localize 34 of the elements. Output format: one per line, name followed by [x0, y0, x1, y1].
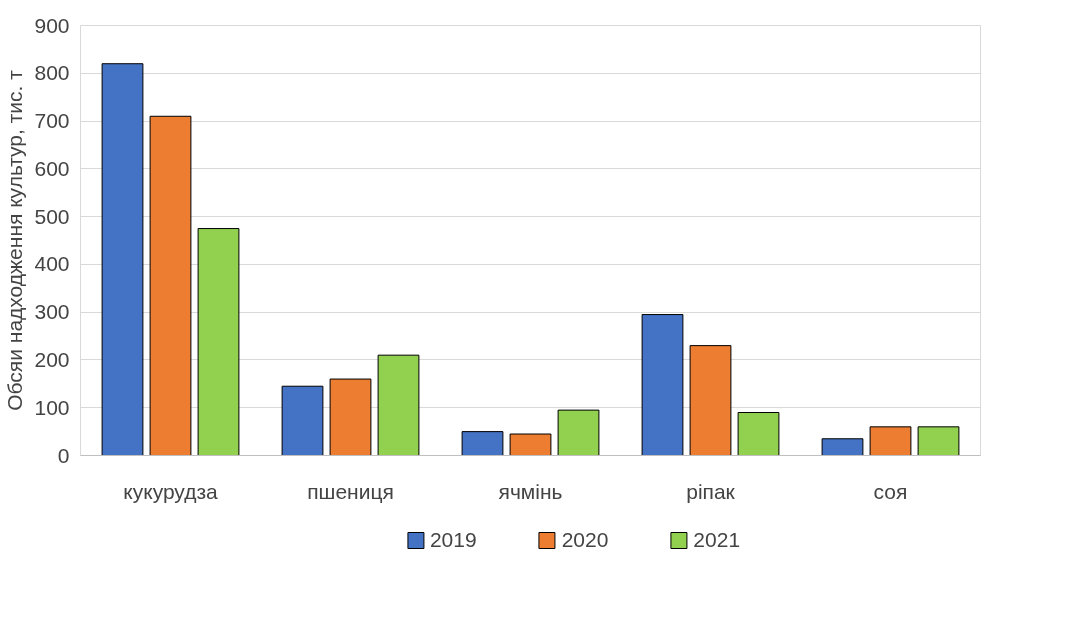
y-tick-label: 500 [34, 204, 70, 228]
x-tick-label: пшениця [307, 479, 394, 503]
y-tick-label: 200 [34, 347, 70, 371]
bar [329, 378, 372, 456]
y-tick-label: 300 [34, 300, 70, 324]
y-axis-title: Обсяи надходження культур, тис. т [3, 69, 27, 411]
x-tick-label: кукурудза [123, 479, 219, 503]
bar [917, 426, 960, 456]
bar [737, 412, 780, 456]
bar [689, 345, 732, 456]
y-tick-label: 0 [57, 443, 70, 467]
bar [641, 314, 684, 456]
legend-label: 2021 [693, 528, 741, 552]
bar [821, 438, 864, 456]
bar [197, 228, 240, 456]
x-tick-label: соя [873, 479, 908, 503]
bar [101, 63, 144, 456]
x-tick-label: ріпак [686, 479, 736, 503]
y-tick-label: 100 [34, 395, 70, 419]
y-tick-label: 900 [34, 13, 70, 37]
bar [281, 385, 324, 456]
legend-label: 2020 [561, 528, 609, 552]
bar [869, 426, 912, 456]
y-tick-label: 600 [34, 156, 70, 180]
x-tick-label: ячмінь [498, 479, 563, 503]
bar [509, 433, 552, 456]
bar [377, 354, 420, 456]
bar [461, 431, 504, 456]
bar [149, 115, 192, 456]
y-tick-label: 700 [34, 109, 70, 133]
legend-label: 2019 [429, 528, 477, 552]
y-tick-label: 400 [34, 252, 70, 276]
bar [557, 409, 600, 456]
y-tick-label: 800 [34, 61, 70, 85]
